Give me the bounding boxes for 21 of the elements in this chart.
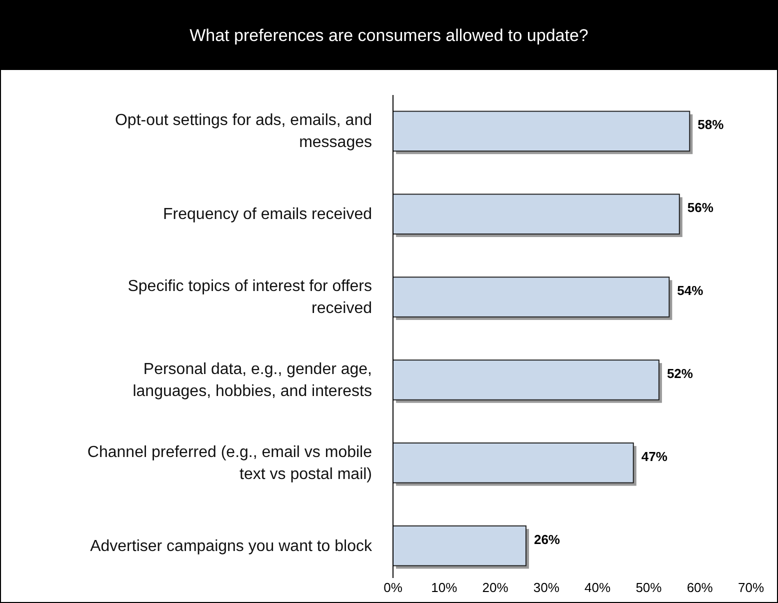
data-label: 52% xyxy=(666,366,694,381)
y-tick-label: Personal data, e.g., gender age, languages, hobbies, and interests xyxy=(132,360,372,400)
x-tick-label: 20% xyxy=(482,580,509,595)
data-label: 58% xyxy=(698,117,724,132)
x-tick-label: 50% xyxy=(636,580,662,595)
y-tick-label: Specific topics of interest for offers received xyxy=(128,278,372,318)
data-label: 54% xyxy=(677,283,704,298)
x-tick-label: 30% xyxy=(533,580,560,595)
data-label: 26% xyxy=(534,532,560,547)
y-tick-label: Frequency of emails received xyxy=(163,206,372,224)
y-tick-label: Opt-out settings for ads, emails, and messages xyxy=(114,112,372,152)
data-label: 47% xyxy=(641,448,668,464)
y-tick-label: Advertiser campaigns you want to block xyxy=(90,538,373,555)
y-tick-label: Channel preferred (e.g., email vs mobile text vs postal mail) xyxy=(87,444,372,483)
data-label: 56% xyxy=(687,200,714,216)
x-tick-label: 70% xyxy=(738,580,764,595)
x-tick-label: 60% xyxy=(686,580,714,595)
x-tick-label: 0% xyxy=(384,580,403,595)
x-tick-label: 10% xyxy=(431,580,458,595)
x-tick-label: 40% xyxy=(584,580,612,595)
chart-title: What preferences are consumers allowed to update? xyxy=(190,26,588,45)
